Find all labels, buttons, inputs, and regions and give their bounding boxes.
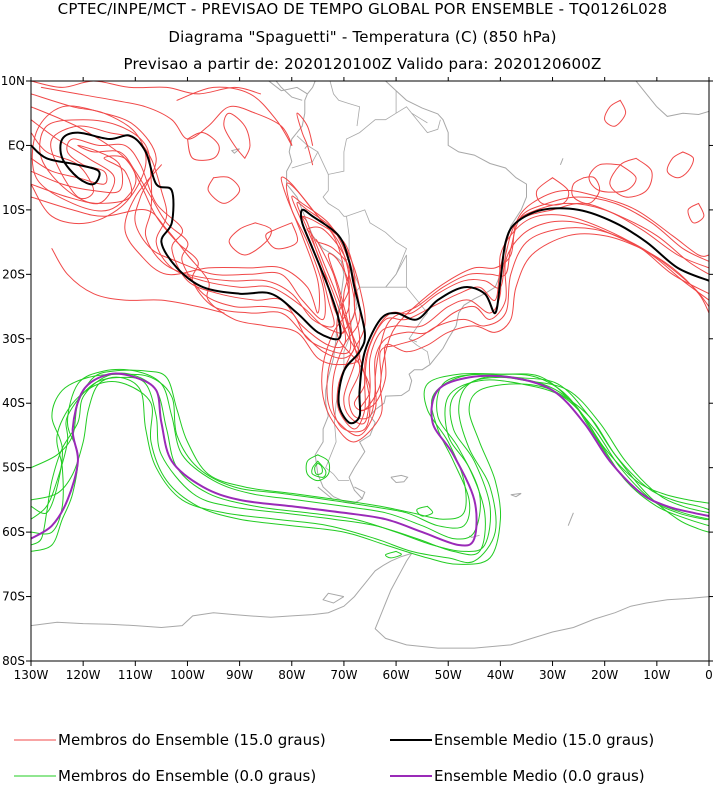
legend: Membros do Ensemble (15.0 graus) Ensemble… — [14, 731, 654, 785]
x-tick-label: 130W — [14, 668, 49, 682]
country-border-11 — [395, 106, 441, 134]
y-tick-label: 60S — [2, 525, 25, 539]
x-tick-label: 110W — [118, 668, 153, 682]
coastline-11 — [559, 158, 564, 165]
x-tick-label: 60W — [383, 668, 410, 682]
legend-label: Membros do Ensemble (15.0 graus) — [58, 731, 326, 749]
y-tick-label: 30S — [2, 332, 25, 346]
contour-0-members-line-5 — [31, 373, 709, 529]
axes: 130W 120W 110W 100W 90W 80W 70W 60W 50W 40W 30W 20W… — [1, 74, 713, 682]
legend-label: Ensemble Medio (15.0 graus) — [434, 731, 654, 749]
coastline-12 — [304, 145, 308, 150]
y-tick-label: 20S — [2, 267, 25, 281]
contour-15-members-line-9 — [40, 86, 293, 146]
y-tick-label: 70S — [2, 590, 25, 604]
x-tick-label: 70W — [330, 668, 357, 682]
contour-0-members-line-11 — [384, 550, 402, 559]
coastline-0 — [267, 81, 308, 95]
x-tick-label: 20W — [591, 668, 618, 682]
chart-title: CPTEC/INPE/MCT - PREVISAO DE TEMPO GLOBA… — [57, 0, 668, 18]
coastline-6 — [374, 553, 709, 649]
coastline-7 — [322, 592, 345, 604]
y-tick-label: 40S — [2, 396, 25, 410]
country-border-1 — [346, 209, 407, 288]
x-tick-label: 50W — [435, 668, 462, 682]
x-tick-label: 120W — [66, 668, 101, 682]
legend-label: Membros do Ensemble (0.0 graus) — [58, 767, 316, 785]
coastline-2 — [354, 486, 366, 499]
contour-15-members-line-14 — [228, 222, 272, 256]
coastline-15 — [656, 106, 709, 117]
contour-0-members-line-9 — [314, 462, 323, 475]
chart-valid-time: Previsao a partir de: 2020120100Z Valido… — [123, 55, 602, 73]
coastline-3 — [317, 486, 334, 501]
contour-0-members-line-10 — [416, 505, 434, 517]
y-tick-label: 50S — [2, 461, 25, 475]
y-tick-label: 10S — [2, 203, 25, 217]
map-coastlines — [31, 81, 709, 649]
country-border-3 — [327, 90, 397, 191]
contour-15-members-line-23 — [187, 132, 220, 161]
x-tick-label: 0 — [705, 668, 713, 682]
contour-15-members-line-21 — [604, 99, 627, 127]
x-tick-label: 80W — [278, 668, 305, 682]
contour-15-members-line-6 — [31, 93, 147, 225]
y-tick-label: 80S — [2, 654, 25, 668]
contour-0-members-line-7 — [305, 454, 331, 482]
contour-15-members-line-22 — [687, 202, 705, 224]
contour-15-members-line-10 — [31, 81, 261, 95]
coastline-14 — [635, 81, 658, 108]
contour-series — [31, 81, 709, 565]
contour-0-members-line-4 — [31, 381, 709, 565]
coastline-10 — [567, 512, 574, 526]
contour-15-members-line-5 — [31, 155, 709, 412]
coastline-13 — [230, 148, 240, 154]
x-tick-label: 30W — [539, 668, 566, 682]
x-tick-label: 90W — [226, 668, 253, 682]
x-tick-label: 100W — [170, 668, 205, 682]
contour-15-members-line-11 — [51, 248, 225, 314]
plot-frame — [30, 80, 710, 662]
x-tick-label: 10W — [643, 668, 670, 682]
contour-0-members-line-0 — [31, 368, 709, 552]
contour-0-mean-line-0 — [31, 372, 709, 547]
contour-15-members-line-17 — [609, 157, 653, 198]
contour-15-members-line-7 — [124, 164, 709, 443]
country-border-13 — [329, 81, 361, 127]
country-border-2 — [322, 190, 347, 217]
contour-15-members-line-19 — [535, 177, 570, 206]
country-border-4 — [291, 135, 319, 169]
country-border-12 — [411, 112, 428, 124]
y-tick-label: EQ — [8, 138, 25, 152]
contour-15-members-line-15 — [265, 222, 299, 250]
contour-15-members-line-24 — [207, 176, 241, 204]
coastline-5 — [31, 552, 412, 629]
contour-0-members-line-6 — [31, 372, 709, 552]
coastline-16 — [265, 81, 303, 101]
contour-15-members-line-18 — [571, 176, 601, 205]
y-tick-label: 10N — [1, 74, 25, 88]
legend-label: Ensemble Medio (0.0 graus) — [434, 767, 645, 785]
coastline-9 — [510, 492, 522, 498]
x-tick-label: 40W — [487, 668, 514, 682]
contour-15-members-line-3 — [31, 144, 709, 420]
contour-15-mean-line-0 — [31, 131, 709, 425]
coastline-4 — [390, 474, 409, 484]
country-border-5 — [317, 151, 329, 175]
contour-0-members-line-8 — [311, 460, 327, 478]
contour-15-members-line-12 — [296, 112, 314, 166]
chart-subtitle: Diagrama "Spaguetti" - Temperatura (C) (… — [168, 28, 557, 46]
contour-15-members-line-20 — [666, 151, 695, 179]
contour-15-members-line-13 — [223, 112, 251, 159]
